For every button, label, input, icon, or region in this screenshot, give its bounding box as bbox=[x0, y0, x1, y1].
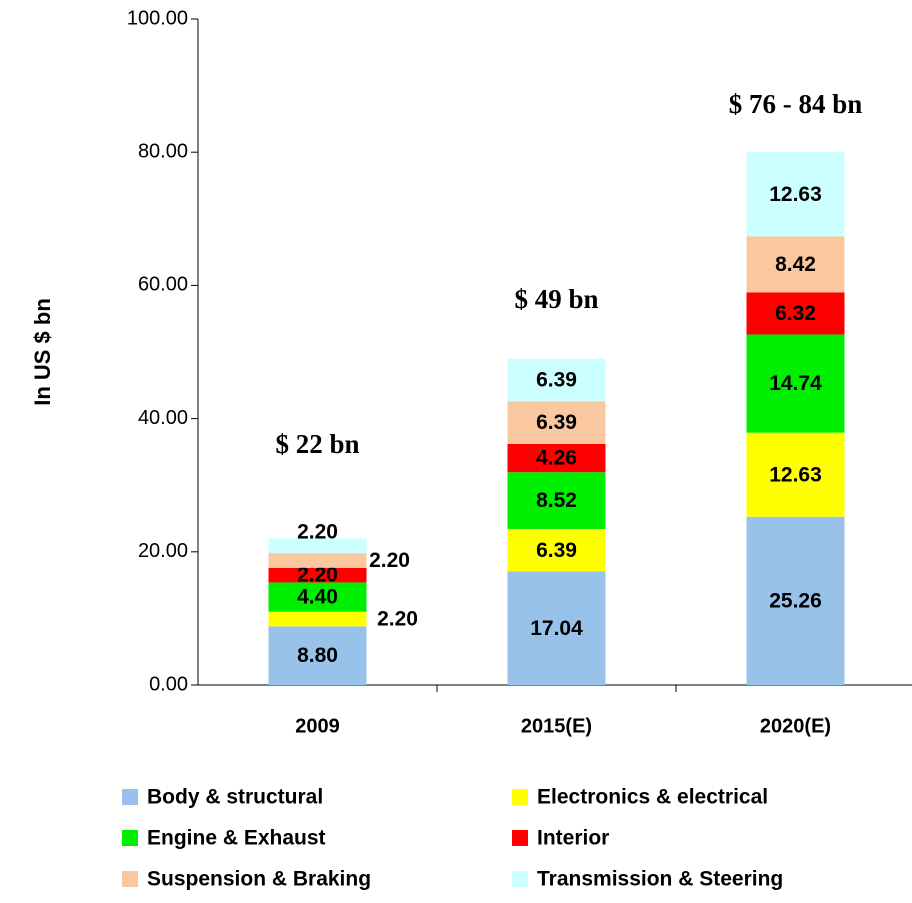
value-label: 17.04 bbox=[530, 617, 583, 640]
value-label: 8.42 bbox=[775, 253, 816, 276]
legend-label: Suspension & Braking bbox=[147, 868, 371, 891]
value-label: 6.39 bbox=[536, 411, 577, 434]
bar-segment bbox=[507, 358, 606, 402]
value-label: 8.80 bbox=[297, 644, 338, 667]
y-tick-label: 100.00 bbox=[127, 7, 188, 29]
bar-segment bbox=[746, 432, 845, 517]
legend-label: Engine & Exhaust bbox=[147, 827, 326, 850]
bar-segment bbox=[746, 292, 845, 335]
value-label: 12.63 bbox=[769, 463, 822, 486]
legend-swatch bbox=[122, 830, 138, 846]
value-label: 14.74 bbox=[769, 372, 822, 395]
x-tick-label: 2009 bbox=[295, 715, 340, 737]
y-tick-label: 40.00 bbox=[138, 407, 188, 429]
value-label: 6.39 bbox=[536, 539, 577, 562]
bar-segment bbox=[268, 538, 367, 554]
bar-segment bbox=[507, 571, 606, 685]
legend-label: Interior bbox=[537, 827, 609, 850]
legend-swatch bbox=[512, 871, 528, 887]
bar-segment bbox=[746, 152, 845, 237]
bar-segment bbox=[268, 582, 367, 612]
value-label: 25.26 bbox=[769, 589, 822, 612]
value-label: 2.20 bbox=[297, 564, 338, 587]
x-tick-label: 2020(E) bbox=[760, 715, 831, 737]
value-label: 4.26 bbox=[536, 447, 577, 470]
annotation: $ 49 bn bbox=[514, 284, 598, 314]
bar-segment bbox=[746, 334, 845, 433]
value-label: 4.40 bbox=[297, 586, 338, 609]
bar-segment bbox=[507, 472, 606, 529]
bar-segment bbox=[746, 236, 845, 293]
value-label: 2.20 bbox=[369, 549, 410, 572]
x-tick-label: 2015(E) bbox=[521, 715, 592, 737]
annotation: $ 76 - 84 bn bbox=[729, 89, 863, 119]
bar-segment bbox=[507, 401, 606, 444]
value-label: 12.63 bbox=[769, 183, 822, 206]
y-tick-label: 60.00 bbox=[138, 274, 188, 296]
bar-segment bbox=[507, 528, 606, 572]
y-axis-label: In US $ bn bbox=[30, 298, 55, 406]
bar-segment bbox=[268, 611, 367, 627]
legend-swatch bbox=[512, 789, 528, 805]
bar-segment bbox=[746, 516, 845, 685]
y-tick-label: 80.00 bbox=[138, 140, 188, 162]
value-label: 6.39 bbox=[536, 369, 577, 392]
legend-label: Body & structural bbox=[147, 786, 323, 809]
legend-swatch bbox=[122, 789, 138, 805]
bar-segment bbox=[507, 443, 606, 473]
y-tick-label: 20.00 bbox=[138, 540, 188, 562]
value-label: 8.52 bbox=[536, 489, 577, 512]
annotation: $ 22 bn bbox=[275, 429, 359, 459]
bar-segment bbox=[268, 553, 367, 568]
bar-segment bbox=[268, 567, 367, 583]
legend-swatch bbox=[122, 871, 138, 887]
legend-swatch bbox=[512, 830, 528, 846]
bar-segment bbox=[268, 626, 367, 685]
value-label: 2.20 bbox=[377, 608, 418, 631]
legend-label: Electronics & electrical bbox=[537, 786, 768, 809]
value-label: 6.32 bbox=[775, 302, 816, 325]
legend-label: Transmission & Steering bbox=[537, 868, 783, 891]
y-tick-label: 0.00 bbox=[149, 673, 188, 695]
value-label: 2.20 bbox=[297, 520, 338, 543]
